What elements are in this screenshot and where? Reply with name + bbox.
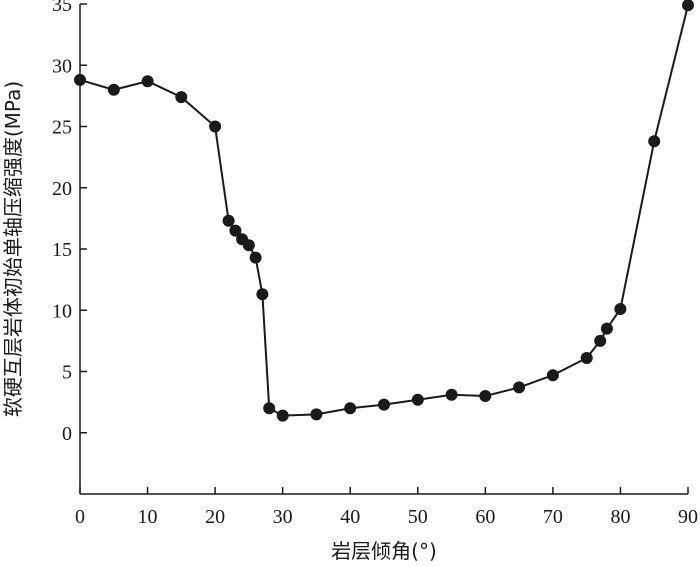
x-ticks: 0 10 20 30 40 50 60 70 80 90 xyxy=(75,487,698,528)
data-point xyxy=(310,408,323,421)
data-point xyxy=(209,120,222,133)
data-point xyxy=(513,381,526,394)
data-point xyxy=(141,75,154,88)
data-point xyxy=(249,251,262,264)
series-line xyxy=(79,4,689,417)
data-point xyxy=(263,402,276,415)
data-point xyxy=(344,402,357,415)
data-point xyxy=(546,369,559,382)
x-tick-label: 20 xyxy=(205,506,225,528)
data-point xyxy=(600,322,613,335)
y-tick-label: 20 xyxy=(52,178,72,200)
data-point xyxy=(256,288,269,301)
data-point xyxy=(411,393,424,406)
data-point xyxy=(229,224,242,237)
data-point xyxy=(682,0,694,12)
x-tick-label: 10 xyxy=(138,506,158,528)
plot-area: 0 10 20 30 40 50 60 70 80 90 0 5 10 15 20 25 30 35 xyxy=(52,0,698,528)
x-tick-label: 60 xyxy=(475,506,495,528)
x-tick-label: 0 xyxy=(75,506,85,528)
x-tick-label: 80 xyxy=(610,506,630,528)
y-ticks: 0 5 10 15 20 25 30 35 xyxy=(52,0,87,445)
data-point xyxy=(648,135,661,148)
data-point xyxy=(479,390,492,402)
x-tick-label: 30 xyxy=(273,506,293,528)
data-point xyxy=(276,409,289,422)
y-axis-title: 软硬互层岩体初始单轴压缩强度(MPa) xyxy=(1,81,25,417)
y-tick-label: 0 xyxy=(62,423,72,445)
y-tick-label: 30 xyxy=(52,55,72,77)
x-tick-label: 50 xyxy=(408,506,428,528)
y-tick-label: 5 xyxy=(62,362,72,384)
data-markers xyxy=(74,0,694,422)
x-tick-label: 40 xyxy=(340,506,360,528)
y-tick-label: 25 xyxy=(52,117,72,139)
x-tick-label: 70 xyxy=(543,506,563,528)
data-point xyxy=(107,83,120,96)
data-point xyxy=(594,334,607,347)
data-point xyxy=(242,239,255,252)
data-point xyxy=(74,73,86,86)
data-point xyxy=(378,398,390,411)
data-point xyxy=(445,388,458,401)
x-axis-title: 岩层倾角(°) xyxy=(331,539,437,563)
y-tick-label: 35 xyxy=(52,0,72,16)
data-point xyxy=(614,303,627,315)
y-tick-label: 10 xyxy=(52,300,72,322)
data-point xyxy=(580,352,593,364)
data-point xyxy=(175,91,188,104)
x-tick-label: 90 xyxy=(678,506,698,528)
data-point xyxy=(222,214,235,227)
y-tick-label: 15 xyxy=(52,239,72,261)
